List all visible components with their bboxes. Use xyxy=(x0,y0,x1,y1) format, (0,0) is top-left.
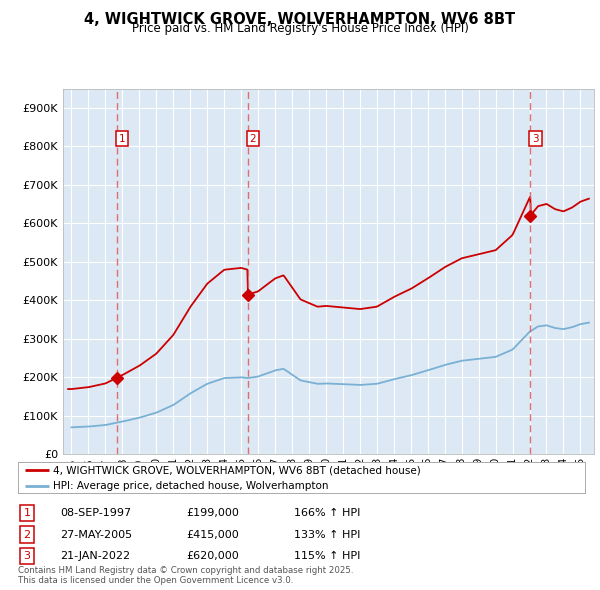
Text: 1: 1 xyxy=(23,509,31,518)
Text: 4, WIGHTWICK GROVE, WOLVERHAMPTON, WV6 8BT: 4, WIGHTWICK GROVE, WOLVERHAMPTON, WV6 8… xyxy=(85,12,515,27)
Text: 21-JAN-2022: 21-JAN-2022 xyxy=(60,551,130,560)
Text: HPI: Average price, detached house, Wolverhampton: HPI: Average price, detached house, Wolv… xyxy=(53,481,329,491)
Text: £199,000: £199,000 xyxy=(186,509,239,518)
Text: Contains HM Land Registry data © Crown copyright and database right 2025.
This d: Contains HM Land Registry data © Crown c… xyxy=(18,566,353,585)
Text: 08-SEP-1997: 08-SEP-1997 xyxy=(60,509,131,518)
Text: 3: 3 xyxy=(23,551,31,560)
Text: 133% ↑ HPI: 133% ↑ HPI xyxy=(294,530,361,539)
Text: 4, WIGHTWICK GROVE, WOLVERHAMPTON, WV6 8BT (detached house): 4, WIGHTWICK GROVE, WOLVERHAMPTON, WV6 8… xyxy=(53,466,421,476)
Text: 115% ↑ HPI: 115% ↑ HPI xyxy=(294,551,361,560)
Text: Price paid vs. HM Land Registry's House Price Index (HPI): Price paid vs. HM Land Registry's House … xyxy=(131,22,469,35)
Text: 3: 3 xyxy=(532,133,539,143)
Text: 166% ↑ HPI: 166% ↑ HPI xyxy=(294,509,361,518)
Text: £415,000: £415,000 xyxy=(186,530,239,539)
Text: 1: 1 xyxy=(119,133,125,143)
Text: £620,000: £620,000 xyxy=(186,551,239,560)
Text: 2: 2 xyxy=(250,133,256,143)
Text: 27-MAY-2005: 27-MAY-2005 xyxy=(60,530,132,539)
Text: 2: 2 xyxy=(23,530,31,539)
